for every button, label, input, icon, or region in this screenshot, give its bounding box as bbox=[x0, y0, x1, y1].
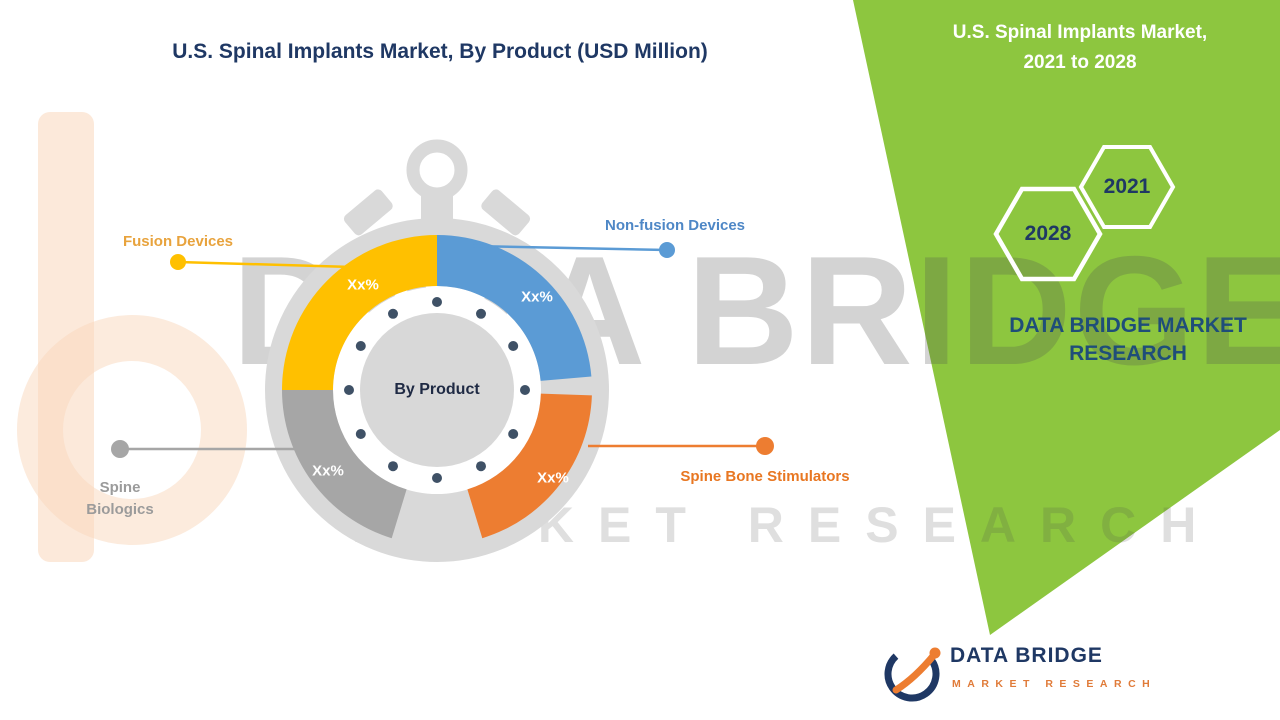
logo-orange-tip bbox=[929, 647, 941, 659]
segment-value-fusion-devices: Xx% bbox=[347, 276, 379, 294]
fusion-leader-dot bbox=[170, 254, 186, 270]
watermark-b-bowl bbox=[17, 315, 247, 545]
tick-dot bbox=[520, 385, 530, 395]
stimulators-leader-dot bbox=[756, 437, 774, 455]
tick-dot bbox=[432, 473, 442, 483]
chart-title: U.S. Spinal Implants Market, By Product … bbox=[172, 40, 708, 63]
tick-dot bbox=[388, 461, 398, 472]
footer-logo-tagline: MARKET RESEARCH bbox=[952, 678, 1157, 690]
tick-dot bbox=[388, 308, 398, 319]
tick-dot bbox=[476, 461, 486, 472]
non-fusion-leader-line bbox=[471, 244, 668, 252]
banner-title: U.S. Spinal Implants Market, 2021 to 202… bbox=[930, 18, 1230, 79]
banner-brand-line1: DATA BRIDGE MARKET bbox=[1009, 314, 1247, 337]
hexagon-2021-icon bbox=[1078, 145, 1176, 229]
segment-value-spine-biologics: Xx% bbox=[312, 462, 344, 480]
segment-spine-bone-stimulators bbox=[467, 393, 592, 539]
tick-dot bbox=[508, 429, 519, 439]
segment-label-non-fusion-devices: Non-fusion Devices bbox=[604, 217, 746, 234]
hexagon-year-2021: 2021 bbox=[1103, 175, 1151, 198]
hexagon-2028-icon bbox=[993, 186, 1103, 282]
segment-label-spine-biologics: Spine Biologics bbox=[86, 479, 154, 518]
segment-label-spine-bone-stimulators: Spine Bone Stimulators bbox=[680, 468, 850, 485]
fusion-leader-line bbox=[177, 260, 353, 269]
tick-dot bbox=[355, 341, 366, 351]
logo-orange-swoosh bbox=[892, 651, 938, 694]
stopwatch-right-lug-icon bbox=[481, 189, 531, 236]
segment-value-spine-bone-stimulators: Xx% bbox=[537, 469, 569, 487]
footer-logo-name: DATA BRIDGE bbox=[950, 644, 1103, 667]
stopwatch-left-lug-icon bbox=[343, 189, 393, 236]
banner-title-line2: 2021 to 2028 bbox=[1023, 52, 1137, 74]
stopwatch-crown-ring-icon bbox=[406, 139, 468, 201]
banner-brand-line2: RESEARCH bbox=[1069, 342, 1187, 366]
biologics-leader-dot bbox=[111, 440, 129, 458]
tick-dot bbox=[476, 308, 486, 319]
chart-center-circle bbox=[360, 313, 514, 467]
chart-center-label: By Product bbox=[394, 381, 480, 398]
tick-dot bbox=[432, 297, 442, 307]
segment-label-fusion-devices: Fusion Devices bbox=[122, 233, 234, 250]
tick-dots bbox=[344, 297, 530, 483]
segment-value-non-fusion-devices: Xx% bbox=[521, 288, 553, 306]
tick-dot bbox=[355, 429, 366, 439]
hexagon-year-2028: 2028 bbox=[1024, 222, 1072, 245]
segment-fusion-devices bbox=[282, 235, 437, 390]
left-brand-watermark-shape bbox=[17, 112, 247, 562]
segment-spine-biologics bbox=[282, 390, 407, 539]
banner-brand-text: DATA BRIDGE MARKET RESEARCH bbox=[1000, 312, 1256, 369]
banner-title-line1: U.S. Spinal Implants Market, bbox=[952, 22, 1208, 43]
segment-non-fusion-devices bbox=[437, 235, 592, 381]
tick-dot bbox=[344, 385, 354, 395]
databridge-logo-icon bbox=[884, 646, 941, 702]
non-fusion-leader-dot bbox=[659, 242, 675, 258]
tick-dot bbox=[508, 341, 519, 351]
